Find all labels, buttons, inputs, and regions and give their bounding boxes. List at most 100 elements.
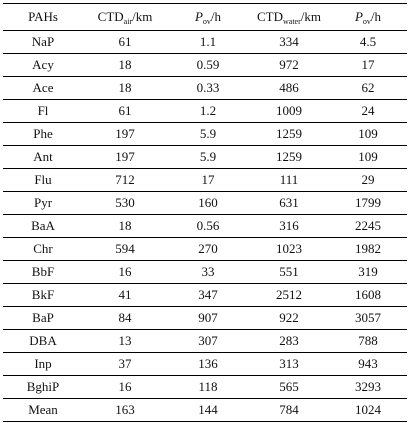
cell-ctd-air: 37 xyxy=(83,352,167,376)
table-row: Acy 18 0.59 972 17 xyxy=(3,53,407,77)
cell-pahs: Inp xyxy=(3,352,83,376)
cell-pahs: BaP xyxy=(3,306,83,330)
cell-pahs: Flu xyxy=(3,168,83,192)
header-pahs: PAHs xyxy=(3,3,83,31)
pahs-data-table: PAHs CTDair/km Pov/h CTDwater/km Pov/h N… xyxy=(3,3,407,422)
table-row: DBA 13 307 283 788 xyxy=(3,329,407,353)
table-row: Pyr 530 160 631 1799 xyxy=(3,191,407,215)
cell-pahs: Acy xyxy=(3,53,83,77)
cell-pahs: Fl xyxy=(3,99,83,123)
cell-pov-water: 1608 xyxy=(329,283,407,307)
header-pov-water: Pov/h xyxy=(329,3,407,31)
cell-pov-water: 109 xyxy=(329,122,407,146)
cell-ctd-water: 316 xyxy=(249,214,329,238)
cell-pov-water: 109 xyxy=(329,145,407,169)
header-ctd-air: CTDair/km xyxy=(83,3,167,31)
cell-pov-water: 319 xyxy=(329,260,407,284)
cell-ctd-air: 197 xyxy=(83,122,167,146)
table-row: NaP 61 1.1 334 4.5 xyxy=(3,30,407,54)
cell-ctd-water: 631 xyxy=(249,191,329,215)
cell-pov-water: 62 xyxy=(329,76,407,100)
cell-pahs: Pyr xyxy=(3,191,83,215)
table-header-row: PAHs CTDair/km Pov/h CTDwater/km Pov/h xyxy=(3,3,407,31)
cell-pov-water: 2245 xyxy=(329,214,407,238)
cell-pov-air: 0.59 xyxy=(167,53,249,77)
cell-ctd-water: 313 xyxy=(249,352,329,376)
cell-pov-air: 33 xyxy=(167,260,249,284)
cell-pov-water: 3057 xyxy=(329,306,407,330)
header-ctd-water: CTDwater/km xyxy=(249,3,329,31)
cell-pahs: BkF xyxy=(3,283,83,307)
cell-ctd-air: 16 xyxy=(83,375,167,399)
table-row: Chr 594 270 1023 1982 xyxy=(3,237,407,261)
table-row: Ace 18 0.33 486 62 xyxy=(3,76,407,100)
cell-pov-water: 4.5 xyxy=(329,30,407,54)
cell-ctd-water: 1009 xyxy=(249,99,329,123)
cell-pov-water: 1799 xyxy=(329,191,407,215)
cell-ctd-water: 551 xyxy=(249,260,329,284)
cell-pov-water: 788 xyxy=(329,329,407,353)
cell-pov-water: 17 xyxy=(329,53,407,77)
cell-pahs: Mean xyxy=(3,398,83,422)
cell-ctd-water: 784 xyxy=(249,398,329,422)
cell-ctd-water: 486 xyxy=(249,76,329,100)
cell-pahs: NaP xyxy=(3,30,83,54)
table-row: Flu 712 17 111 29 xyxy=(3,168,407,192)
cell-pahs: Ant xyxy=(3,145,83,169)
cell-pov-air: 17 xyxy=(167,168,249,192)
cell-pahs: Ace xyxy=(3,76,83,100)
cell-pov-air: 0.33 xyxy=(167,76,249,100)
cell-pov-water: 3293 xyxy=(329,375,407,399)
cell-ctd-air: 530 xyxy=(83,191,167,215)
cell-pov-air: 270 xyxy=(167,237,249,261)
cell-ctd-air: 61 xyxy=(83,99,167,123)
cell-pov-water: 943 xyxy=(329,352,407,376)
cell-pov-air: 5.9 xyxy=(167,145,249,169)
cell-pov-air: 0.56 xyxy=(167,214,249,238)
cell-pov-water: 1024 xyxy=(329,398,407,422)
cell-ctd-water: 283 xyxy=(249,329,329,353)
table-body: NaP 61 1.1 334 4.5 Acy 18 0.59 972 17 Ace 18 0.33 486… xyxy=(3,30,407,422)
cell-pov-air: 160 xyxy=(167,191,249,215)
cell-pov-water: 29 xyxy=(329,168,407,192)
cell-ctd-air: 163 xyxy=(83,398,167,422)
cell-pov-water: 24 xyxy=(329,99,407,123)
cell-ctd-water: 972 xyxy=(249,53,329,77)
cell-ctd-water: 1259 xyxy=(249,122,329,146)
cell-pov-water: 1982 xyxy=(329,237,407,261)
cell-pahs: BbF xyxy=(3,260,83,284)
cell-pov-air: 136 xyxy=(167,352,249,376)
table-row: Ant 197 5.9 1259 109 xyxy=(3,145,407,169)
cell-ctd-water: 111 xyxy=(249,168,329,192)
cell-ctd-water: 2512 xyxy=(249,283,329,307)
cell-pov-air: 1.1 xyxy=(167,30,249,54)
cell-ctd-air: 18 xyxy=(83,76,167,100)
cell-ctd-air: 18 xyxy=(83,214,167,238)
cell-ctd-water: 1259 xyxy=(249,145,329,169)
cell-pov-air: 307 xyxy=(167,329,249,353)
cell-pahs: Chr xyxy=(3,237,83,261)
cell-pahs: Phe xyxy=(3,122,83,146)
cell-pov-air: 347 xyxy=(167,283,249,307)
cell-ctd-air: 197 xyxy=(83,145,167,169)
table-row: Phe 197 5.9 1259 109 xyxy=(3,122,407,146)
cell-pov-air: 1.2 xyxy=(167,99,249,123)
cell-pov-air: 907 xyxy=(167,306,249,330)
cell-pov-air: 118 xyxy=(167,375,249,399)
cell-ctd-air: 61 xyxy=(83,30,167,54)
cell-pov-air: 5.9 xyxy=(167,122,249,146)
cell-ctd-air: 41 xyxy=(83,283,167,307)
cell-ctd-air: 13 xyxy=(83,329,167,353)
cell-ctd-air: 594 xyxy=(83,237,167,261)
cell-pahs: DBA xyxy=(3,329,83,353)
cell-ctd-air: 84 xyxy=(83,306,167,330)
cell-ctd-air: 18 xyxy=(83,53,167,77)
table-row: Mean 163 144 784 1024 xyxy=(3,398,407,422)
header-pov-air: Pov/h xyxy=(167,3,249,31)
cell-ctd-water: 565 xyxy=(249,375,329,399)
table-row: BghiP 16 118 565 3293 xyxy=(3,375,407,399)
cell-pov-air: 144 xyxy=(167,398,249,422)
table-row: BkF 41 347 2512 1608 xyxy=(3,283,407,307)
cell-pahs: BghiP xyxy=(3,375,83,399)
